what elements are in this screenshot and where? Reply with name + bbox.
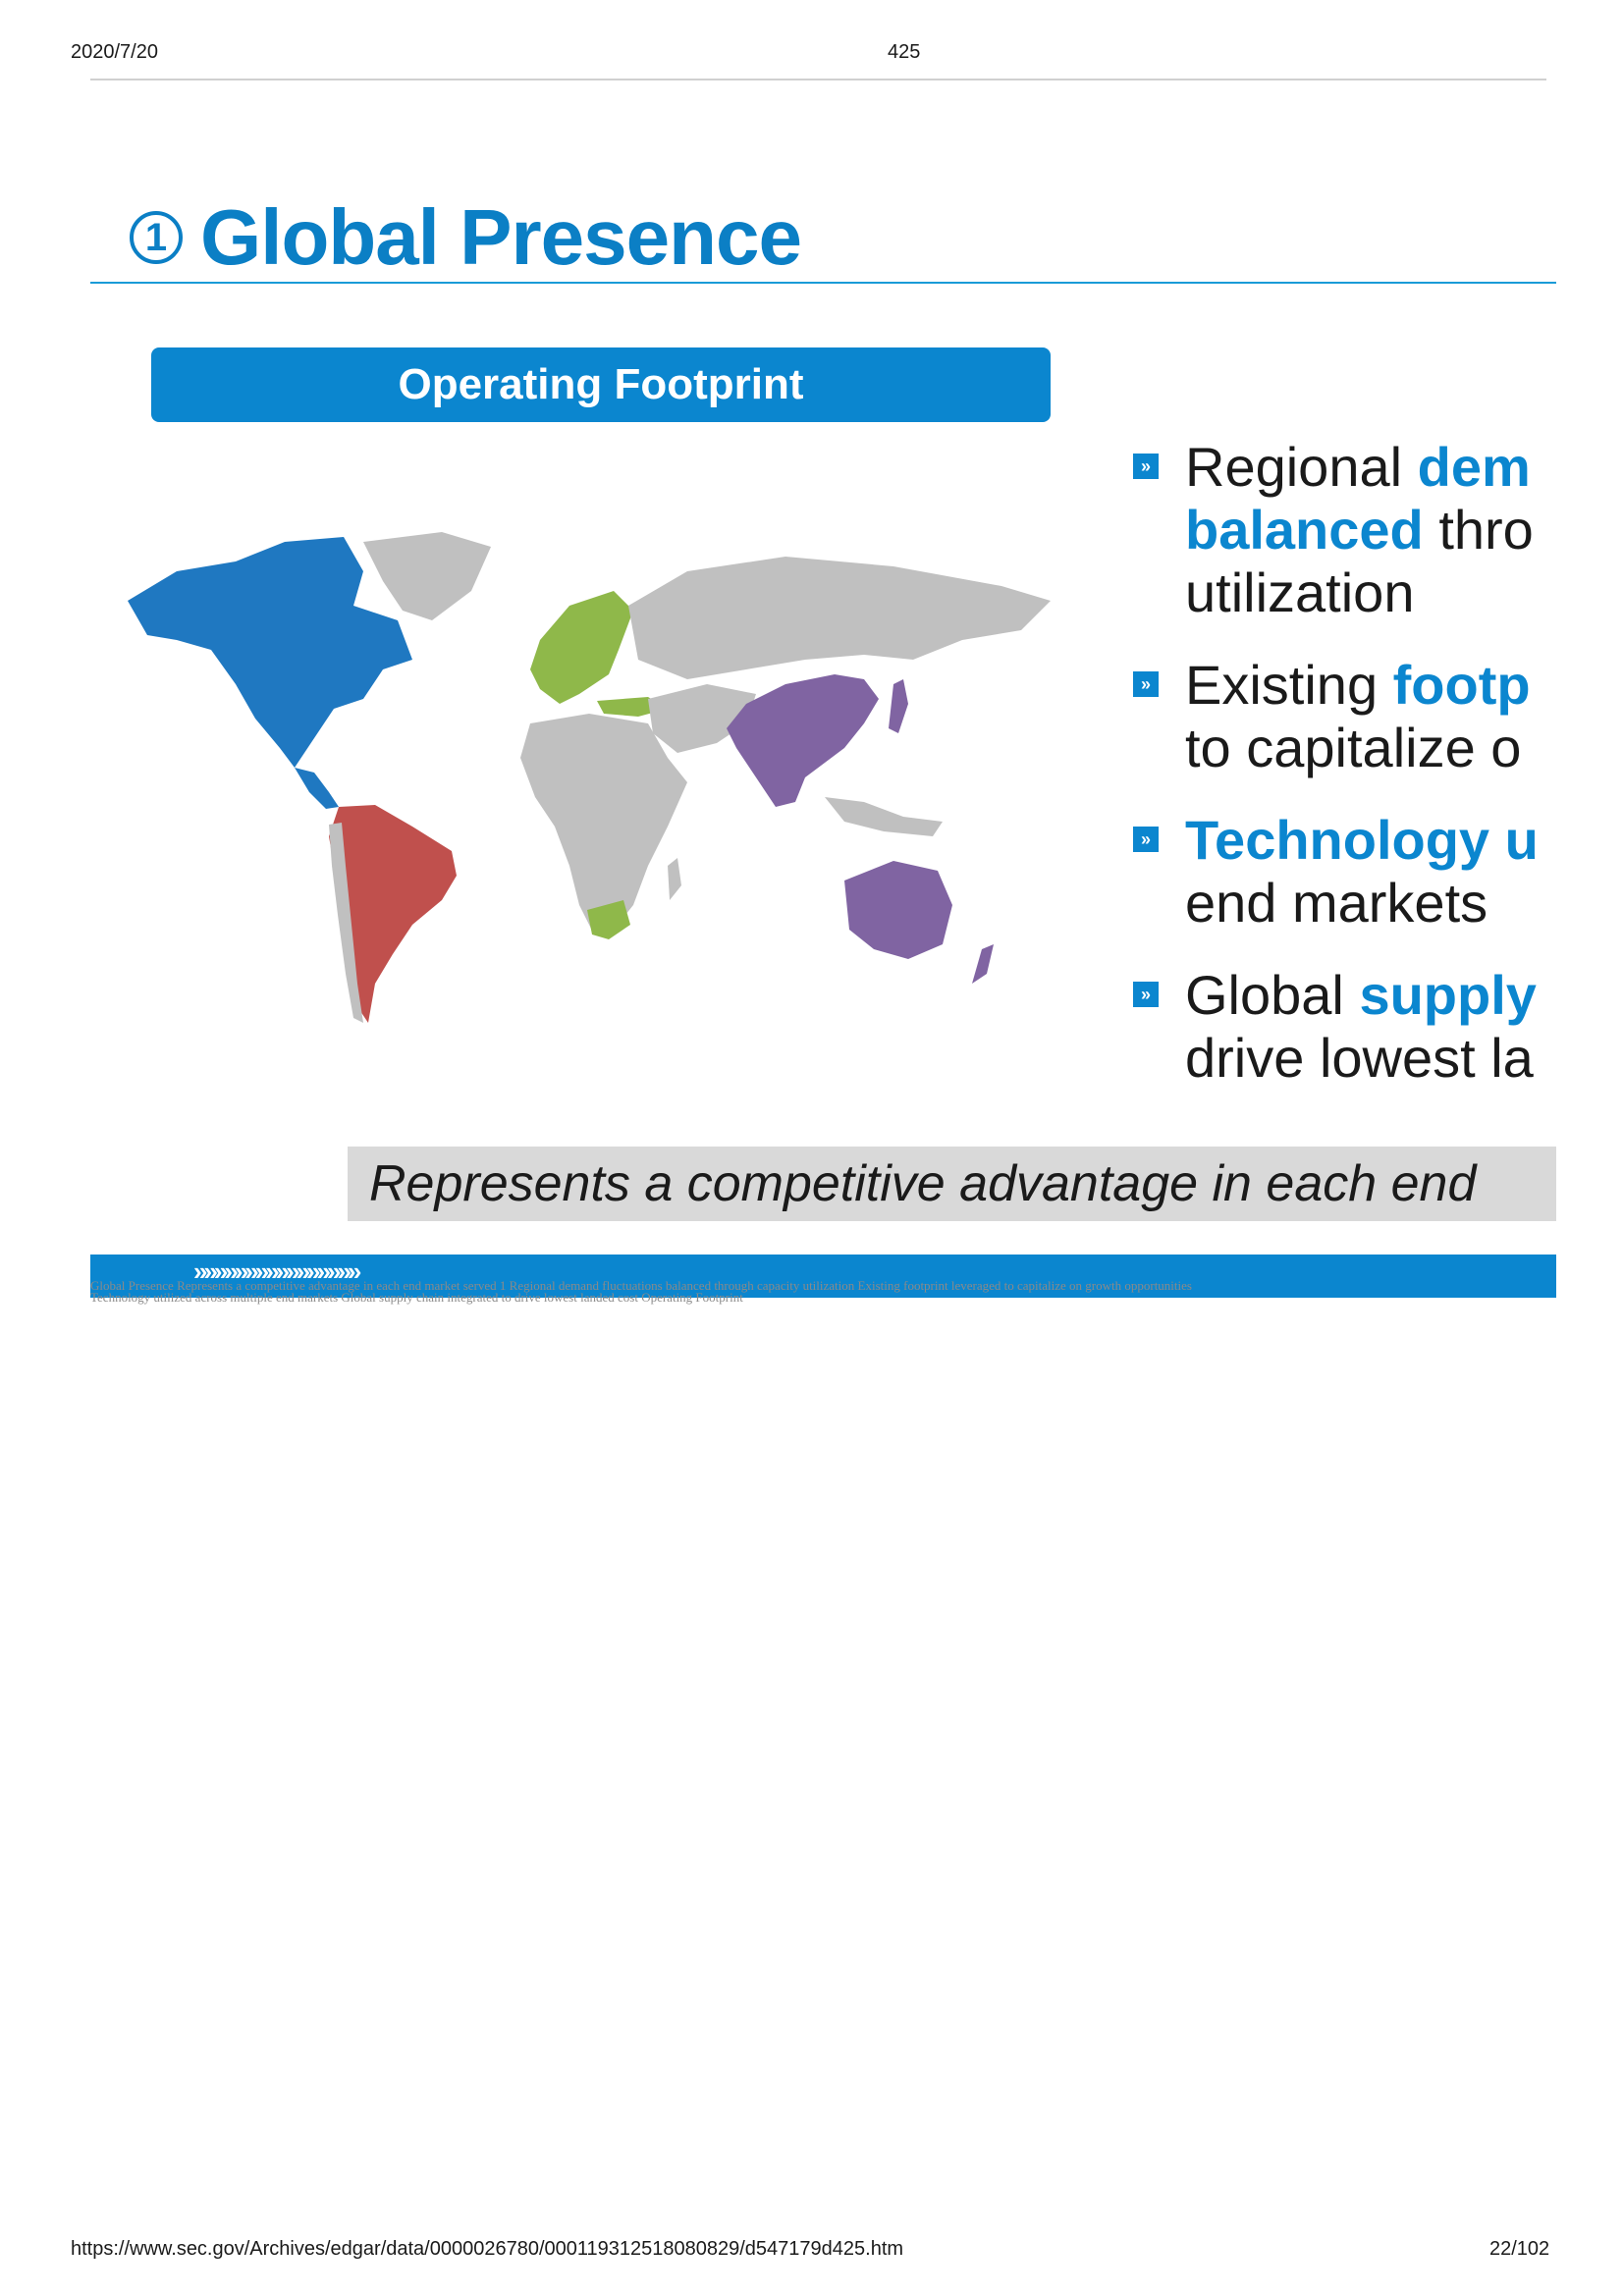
map-asia-pacific [727,674,879,807]
bullet-item: » Existing footp to capitalize o [1133,654,1556,779]
operating-footprint-banner: Operating Footprint [151,347,1051,422]
bullet-list: » Regional dem balanced thro utilization… [1133,436,1556,1119]
map-japan [889,679,908,733]
footer-page-count: 22/102 [1489,2238,1550,2260]
header-page-number: 425 [888,41,921,63]
bullet-text: utilization [1185,561,1415,623]
bullet-text: thro [1423,499,1534,561]
map-africa [520,714,687,934]
bullet-chevron-icon: » [1133,827,1159,852]
map-australia [844,861,952,959]
number-badge: 1 [130,211,183,264]
bullet-item: » Technology u end markets [1133,809,1556,934]
bullet-text: end markets [1185,872,1488,934]
map-central-america [295,768,339,809]
image-alt-text-line-1: Global Presence Represents a competitive… [90,1278,1192,1293]
map-north-america [128,537,412,768]
bullet-text: Regional [1185,436,1418,498]
bullet-chevron-icon: » [1133,982,1159,1007]
bullet-highlight: balanced [1185,499,1424,561]
footer-url-link[interactable]: https://www.sec.gov/Archives/edgar/data/… [71,2238,904,2260]
map-greenland [363,532,491,620]
map-middle-east [648,684,756,753]
map-south-america [329,805,457,1023]
header-date: 2020/7/20 [71,41,158,63]
map-russia [628,557,1051,679]
slide-title-group: 1 Global Presence [130,188,802,287]
map-europe [530,591,633,704]
slide-title: Global Presence [200,193,802,281]
competitive-advantage-callout: Represents a competitive advantage in ea… [348,1147,1556,1221]
image-alt-text-line-2: Technology utilized across multiple end … [90,1290,743,1305]
map-se-asia [825,797,943,836]
title-divider [90,282,1556,284]
map-south-america-west [329,823,363,1023]
world-map [128,532,1051,1023]
bullet-item: » Global supply drive lowest la [1133,964,1556,1090]
bottom-banner: »»»»»»»»»»»»»»»» [90,1255,1556,1298]
header-divider [90,79,1546,80]
bullet-chevron-icon: » [1133,454,1159,479]
bullet-highlight: footp [1392,654,1531,716]
bullet-text: to capitalize o [1185,717,1522,778]
bullet-highlight: Technology u [1185,809,1539,871]
bullet-text: Existing [1185,654,1393,716]
bullet-chevron-icon: » [1133,671,1159,697]
bullet-highlight: dem [1417,436,1531,498]
bullet-text: Global [1185,964,1360,1026]
map-madagascar [668,858,681,900]
bullet-highlight: supply [1359,964,1537,1026]
map-new-zealand [972,944,994,984]
map-south-africa [587,900,630,939]
slide: 1 Global Presence Operating Footprint [90,80,1556,1298]
bullet-text: drive lowest la [1185,1027,1534,1089]
bullet-item: » Regional dem balanced thro utilization [1133,436,1556,624]
chevrons-decoration: »»»»»»»»»»»»»»»» [193,1256,361,1286]
